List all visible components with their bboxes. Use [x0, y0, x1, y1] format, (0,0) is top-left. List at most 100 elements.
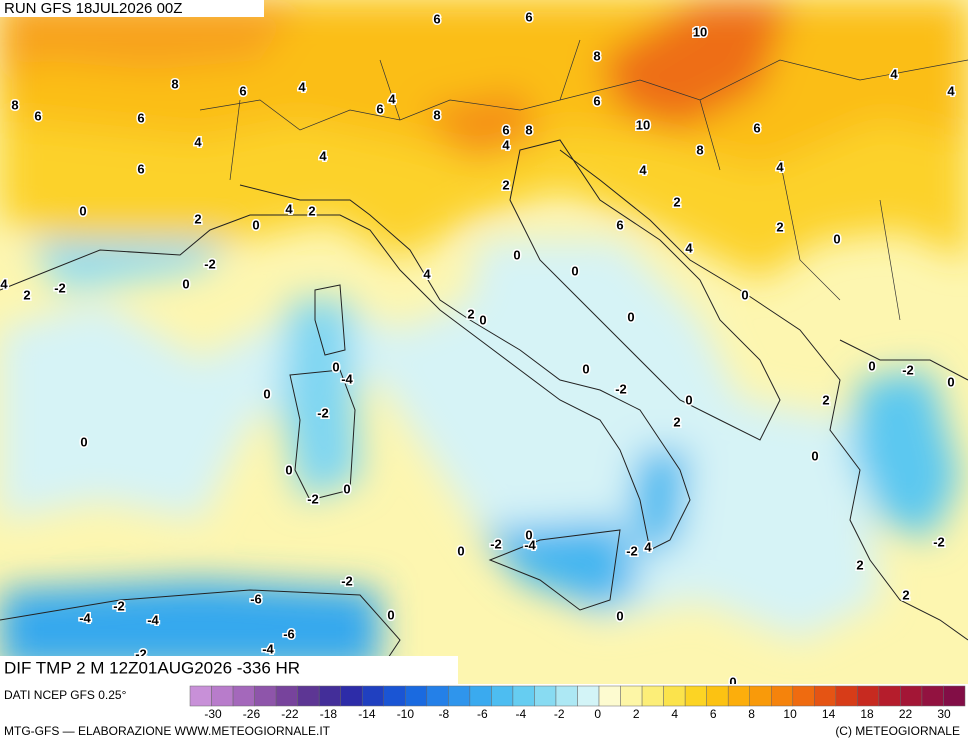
- contour-label: 0: [182, 276, 189, 291]
- colorbar-label: -8: [439, 707, 450, 721]
- colorbar-swatch: [297, 685, 320, 707]
- colorbar-swatch: [469, 685, 492, 707]
- colorbar-label: 22: [899, 707, 913, 721]
- colorbar-label: 2: [633, 707, 640, 721]
- contour-label: 0: [582, 361, 589, 376]
- contour-label: 10: [636, 117, 650, 132]
- contour-label: 6: [525, 9, 532, 24]
- borders: [199, 39, 968, 321]
- field-box: [0, 656, 458, 684]
- contour-label: 2: [23, 287, 30, 302]
- contour-label: -6: [283, 626, 295, 641]
- contour-label: 0: [525, 527, 532, 542]
- colorbar-swatch: [512, 685, 535, 707]
- contour-label: -2: [902, 362, 914, 377]
- temperature-field: [0, 0, 968, 685]
- contour-label: 0: [80, 434, 87, 449]
- contour-label: 4: [194, 134, 202, 149]
- contour-label: 0: [616, 608, 623, 623]
- colorbar-swatch: [835, 685, 858, 707]
- contour-label: 0: [685, 392, 692, 407]
- colorbar-label: 18: [860, 707, 874, 721]
- contour-label: 4: [298, 79, 306, 94]
- copyright: (C) METEOGIORNALE: [835, 724, 960, 738]
- colorbar-label: 6: [710, 707, 717, 721]
- colorbar-label: -22: [281, 707, 299, 721]
- contour-label: 6: [239, 83, 246, 98]
- colorbar-label: -14: [358, 707, 376, 721]
- contour-label: 2: [194, 211, 201, 226]
- colorbar-label: -2: [554, 707, 565, 721]
- colorbar-label: 10: [783, 707, 797, 721]
- contour-label: 2: [776, 219, 783, 234]
- contour-label: 4: [776, 159, 784, 174]
- colorbar-swatch: [383, 685, 406, 707]
- credit: MTG-GFS — ELABORAZIONE WWW.METEOGIORNALE…: [4, 724, 331, 738]
- colorbar-swatch: [340, 685, 363, 707]
- colorbar-swatch: [598, 685, 621, 707]
- contour-label: 4: [639, 162, 647, 177]
- contour-label: 2: [856, 557, 863, 572]
- colorbar-label: -30: [204, 707, 222, 721]
- colorbar-label: 8: [748, 707, 755, 721]
- contour-label: 4: [388, 91, 396, 106]
- contour-label: 4: [890, 66, 898, 81]
- colorbar-label: -18: [320, 707, 338, 721]
- contour-label: 4: [423, 266, 431, 281]
- contour-label: 4: [319, 148, 327, 163]
- contour-label: 0: [263, 386, 270, 401]
- colorbar-swatch: [684, 685, 707, 707]
- contour-label: 0: [285, 462, 292, 477]
- coastlines: [0, 139, 968, 671]
- colorbar-swatch: [577, 685, 600, 707]
- contour-label: 6: [376, 101, 383, 116]
- contour-label: 6: [433, 11, 440, 26]
- contour-label: 2: [467, 306, 474, 321]
- contour-label: -4: [147, 612, 159, 627]
- contour-label: 4: [285, 201, 293, 216]
- contour-label: -2: [341, 573, 353, 588]
- contour-label: 10: [693, 24, 707, 39]
- contour-label: -4: [262, 641, 274, 656]
- colorbar-swatch: [275, 685, 298, 707]
- colorbar-swatch: [900, 685, 923, 707]
- contour-label: 4: [947, 83, 955, 98]
- colorbar-label: 14: [822, 707, 836, 721]
- contour-label: 0: [868, 358, 875, 373]
- colorbar-swatch: [727, 685, 750, 707]
- colorbar-swatch: [663, 685, 686, 707]
- contour-label: -2: [933, 534, 945, 549]
- colorbar-label: 30: [937, 707, 951, 721]
- contour-label: 0: [252, 217, 259, 232]
- contour-label: -4: [341, 371, 353, 386]
- colorbar-swatch: [426, 685, 449, 707]
- colorbar-label: 0: [594, 707, 601, 721]
- contour-label: 2: [902, 587, 909, 602]
- colorbar-swatch: [620, 685, 643, 707]
- contour-label: 0: [79, 203, 86, 218]
- contour-label: 0: [343, 481, 350, 496]
- contour-label: 0: [811, 448, 818, 463]
- contour-label: -2: [626, 543, 638, 558]
- contour-label: -2: [615, 381, 627, 396]
- colorbar-label: -6: [477, 707, 488, 721]
- contour-label: 0: [833, 231, 840, 246]
- contour-label: 0: [741, 287, 748, 302]
- contour-label: -2: [307, 491, 319, 506]
- contour-label: 4: [502, 137, 510, 152]
- contour-label: 2: [502, 177, 509, 192]
- contour-label: -4: [79, 610, 91, 625]
- contour-label: 6: [593, 93, 600, 108]
- contour-label: 4: [644, 539, 652, 554]
- contour-label: 2: [673, 194, 680, 209]
- contour-label: 0: [729, 674, 736, 689]
- colorbar-swatch: [878, 685, 901, 707]
- colorbar-swatch: [792, 685, 815, 707]
- contour-label: 0: [332, 359, 339, 374]
- contour-label: 6: [137, 161, 144, 176]
- colorbar-label: -10: [397, 707, 415, 721]
- contour-label: 4: [0, 276, 8, 291]
- contour-label: 2: [308, 203, 315, 218]
- contour-label: 6: [137, 110, 144, 125]
- contour-label: -2: [54, 280, 66, 295]
